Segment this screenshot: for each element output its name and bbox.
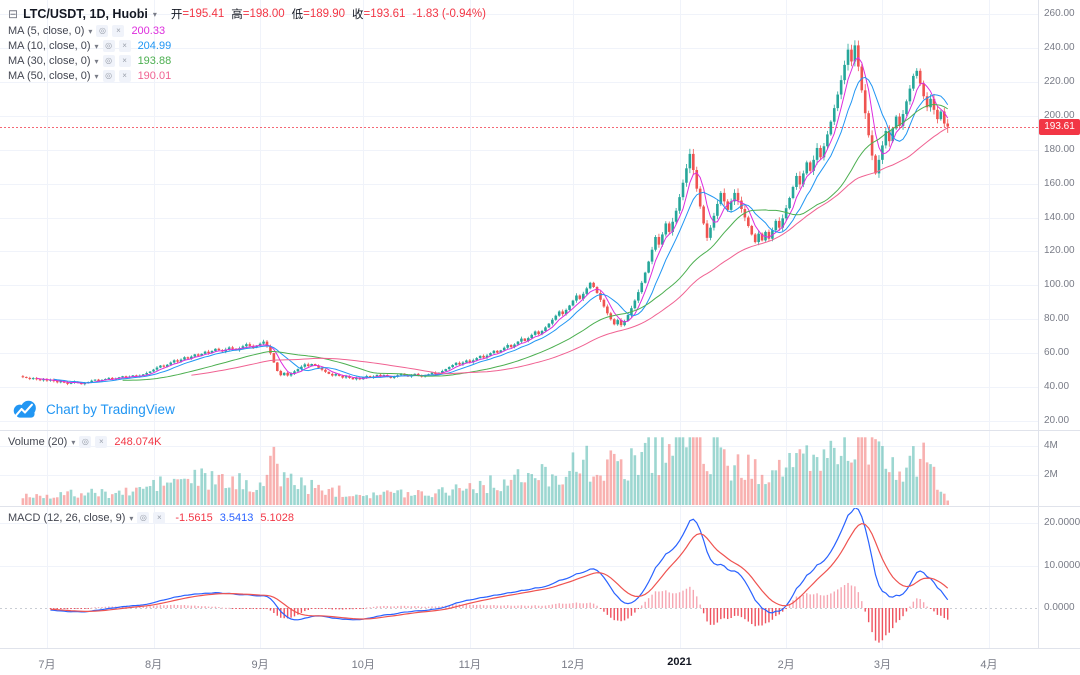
visibility-icon[interactable]: ◎ (96, 25, 109, 37)
price-tick-label: 260.00 (1044, 8, 1075, 19)
price-tick-label: 160.00 (1044, 177, 1075, 189)
ma30-legend-row: MA (30, close, 0) ▾ ◎ × 193.88 (8, 55, 171, 67)
low-value: =189.90 (303, 8, 346, 20)
high-label: 高 (231, 9, 243, 21)
chevron-down-icon[interactable]: ▾ (71, 437, 76, 447)
close-icon[interactable]: × (153, 512, 166, 524)
price-tick-label: 240.00 (1044, 41, 1075, 53)
open-value: =195.41 (182, 8, 225, 20)
visibility-icon[interactable]: ◎ (102, 70, 115, 82)
tradingview-logo-icon (13, 400, 36, 418)
chart-header: ⊟ LTC/USDT, 1D, Huobi ▾ 开 =195.41 高 =198.0… (8, 6, 486, 22)
volume-tick-label: 4M (1044, 440, 1058, 451)
ma10-value: 204.99 (137, 40, 172, 52)
ohlc-values: 开 =195.41 高 =198.00 低 =189.90 收 =193.61 -1.8… (164, 6, 486, 22)
price-tick-label: 60.00 (1044, 347, 1070, 359)
ma30-label[interactable]: MA (30, close, 0) (8, 55, 91, 67)
price-tick-label: 200.00 (1044, 109, 1075, 121)
time-tick-label: 12月 (561, 659, 585, 671)
time-tick-label: 11月 (458, 659, 482, 671)
volume-value: 248.074K (114, 436, 162, 448)
ma50-value: 190.01 (137, 70, 172, 82)
macd-tick-label: 0.0000 (1044, 602, 1075, 613)
chevron-down-icon[interactable]: ▾ (88, 26, 93, 36)
ma10-label[interactable]: MA (10, close, 0) (8, 40, 91, 52)
time-tick-label: 9月 (251, 659, 269, 671)
price-tick-label: 40.00 (1044, 381, 1070, 393)
high-value: =198.00 (242, 8, 285, 20)
time-tick-label: 10月 (351, 659, 375, 671)
time-tick-label: 2月 (777, 659, 795, 671)
macd-signal-value: 5.1028 (260, 512, 295, 524)
macd-legend-row: MACD (12, 26, close, 9) ▾ ◎ × -1.5615 3.… (8, 512, 294, 524)
close-label: 收 (352, 9, 364, 21)
close-icon[interactable]: × (118, 70, 131, 82)
visibility-icon[interactable]: ◎ (137, 512, 150, 524)
ma50-label[interactable]: MA (50, close, 0) (8, 70, 91, 82)
price-tick-label: 140.00 (1044, 211, 1075, 223)
macd-label[interactable]: MACD (12, 26, close, 9) (8, 512, 126, 524)
ma30-value: 193.88 (137, 55, 172, 67)
close-icon[interactable]: × (118, 55, 131, 67)
macd-tick-label: 20.0000 (1044, 517, 1080, 528)
close-icon[interactable]: × (95, 436, 108, 448)
symbol-title[interactable]: LTC/USDT, 1D, Huobi (23, 7, 148, 21)
price-tick-label: 100.00 (1044, 279, 1075, 291)
ma10-legend-row: MA (10, close, 0) ▾ ◎ × 204.99 (8, 40, 171, 52)
volume-tick-label: 2M (1044, 469, 1058, 480)
time-tick-label: 7月 (38, 659, 56, 671)
time-tick-label: 3月 (873, 659, 891, 671)
price-tag: 193.61 (1039, 118, 1080, 135)
volume-label[interactable]: Volume (20) (8, 436, 68, 448)
close-icon[interactable]: × (118, 40, 131, 52)
open-label: 开 (170, 9, 183, 21)
volume-legend-row: Volume (20) ▾ ◎ × 248.074K (8, 436, 161, 448)
chevron-down-icon[interactable]: ▾ (152, 9, 157, 19)
change-value: -1.83 (-0.94%) (412, 8, 486, 20)
tradingview-watermark[interactable]: Chart by TradingView (12, 399, 175, 419)
ma5-value: 200.33 (131, 25, 166, 37)
macd-line-value: 3.5413 (219, 512, 254, 524)
time-tick-label: 8月 (144, 659, 163, 671)
price-tick-label: 120.00 (1044, 245, 1075, 257)
ma50-legend-row: MA (50, close, 0) ▾ ◎ × 190.01 (8, 70, 171, 82)
macd-hist-value: -1.5615 (175, 512, 213, 524)
ma5-legend-row: MA (5, close, 0) ▾ ◎ × 200.33 (8, 25, 165, 37)
ma5-label[interactable]: MA (5, close, 0) (8, 25, 85, 37)
low-label: 低 (291, 9, 304, 21)
close-value: =193.61 (363, 8, 406, 20)
price-tick-label: 20.00 (1044, 415, 1070, 426)
visibility-icon[interactable]: ◎ (79, 436, 92, 448)
visibility-icon[interactable]: ◎ (102, 55, 115, 67)
watermark-text: Chart by TradingView (46, 401, 175, 417)
chevron-down-icon[interactable]: ▾ (129, 513, 134, 523)
time-tick-label: 2021 (667, 656, 692, 668)
price-tick-label: 220.00 (1044, 75, 1075, 87)
time-tick-label: 4月 (980, 659, 998, 671)
visibility-icon[interactable]: ◎ (102, 40, 115, 52)
price-tick-label: 80.00 (1044, 313, 1070, 325)
macd-tick-label: 10.0000 (1044, 559, 1080, 571)
close-icon[interactable]: × (112, 25, 125, 37)
chevron-down-icon[interactable]: ▾ (94, 41, 99, 51)
chevron-down-icon[interactable]: ▾ (94, 71, 99, 81)
price-tick-label: 180.00 (1044, 143, 1075, 155)
chevron-down-icon[interactable]: ▾ (94, 56, 99, 66)
panel-collapse-icon[interactable]: ⊟ (8, 7, 19, 21)
